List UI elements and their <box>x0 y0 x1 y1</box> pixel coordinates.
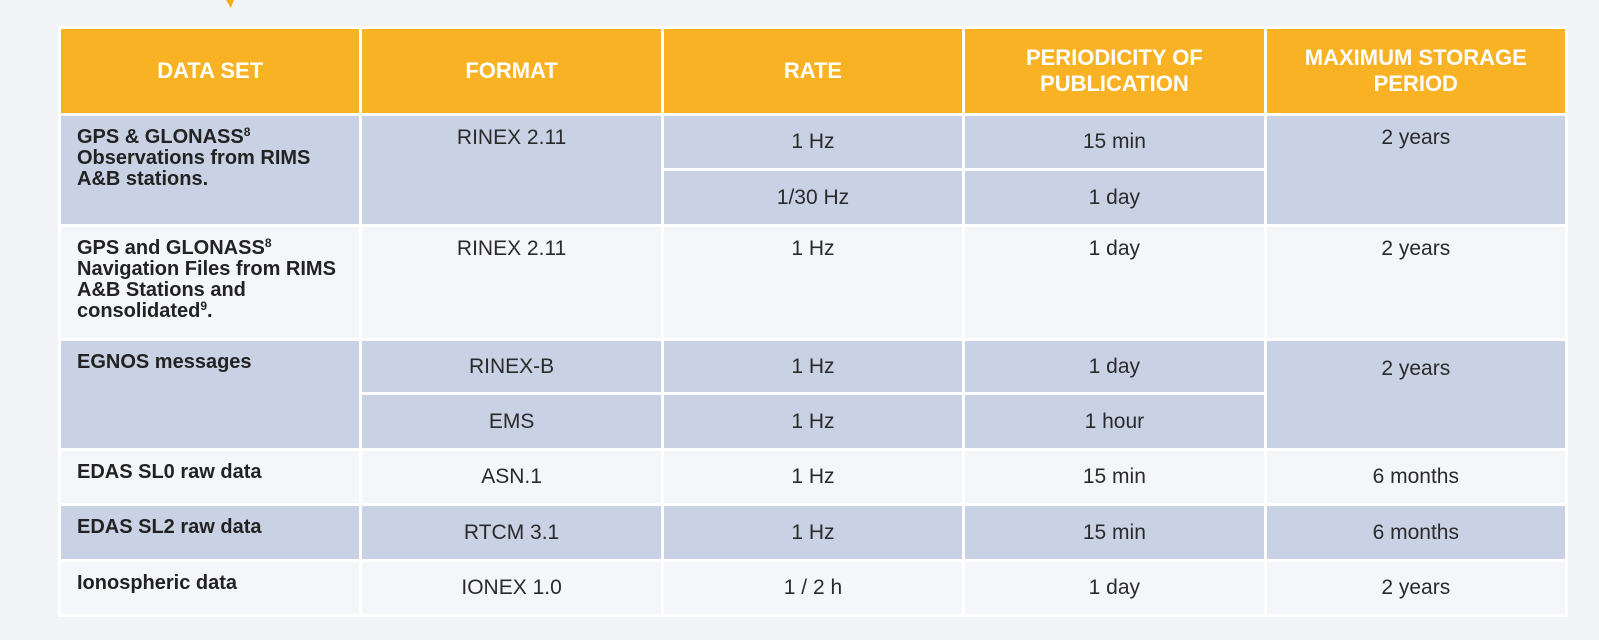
format-cell: EMS <box>359 392 664 451</box>
format-cell: RINEX-B <box>359 338 664 395</box>
footnote-ref: 8 <box>264 236 272 250</box>
header-rate: RATE <box>660 26 966 116</box>
format-cell: RINEX 2.11 <box>359 224 664 341</box>
header-data-set: DATA SET <box>57 26 363 116</box>
storage-cell: 2 years <box>1263 113 1569 227</box>
storage-cell: 6 months <box>1263 448 1569 506</box>
table-row: EDAS SL0 raw data ASN.1 1 Hz 15 min 6 mo… <box>57 448 1569 506</box>
rate-cell: 1 Hz <box>660 113 966 171</box>
dataset-text-rest: Navigation Files from RIMS A&B Stations … <box>77 258 336 322</box>
dataset-cell: GPS & GLONASS8 Observations from RIMS A&… <box>57 113 363 227</box>
storage-cell: 2 years <box>1263 224 1569 341</box>
rate-cell: 1/30 Hz <box>660 168 966 227</box>
header-storage: MAXIMUM STORAGE PERIOD <box>1263 26 1569 116</box>
decorative-corner-mark <box>226 0 234 8</box>
footnote-ref: 8 <box>243 125 251 139</box>
dataset-text-end: . <box>207 300 213 322</box>
periodicity-cell: 1 hour <box>962 392 1267 451</box>
rate-cell: 1 Hz <box>660 392 966 451</box>
dataset-cell: Ionospheric data <box>57 559 363 617</box>
periodicity-cell: 1 day <box>962 224 1267 341</box>
header-format: FORMAT <box>359 26 664 116</box>
dataset-cell: EDAS SL2 raw data <box>57 503 363 562</box>
footnote-ref: 9 <box>200 299 208 313</box>
storage-cell: 2 years <box>1263 338 1569 451</box>
format-cell: ASN.1 <box>359 448 664 506</box>
rate-cell: 1 Hz <box>660 338 966 395</box>
periodicity-cell: 1 day <box>962 338 1267 395</box>
table-row: Ionospheric data IONEX 1.0 1 / 2 h 1 day… <box>57 559 1569 617</box>
header-periodicity: PERIODICITY OF PUBLICATION <box>962 26 1267 116</box>
table-row: GPS and GLONASS8 Navigation Files from R… <box>57 224 1569 341</box>
format-cell: RINEX 2.11 <box>359 113 664 227</box>
rate-cell: 1 Hz <box>660 224 966 341</box>
data-sets-table: DATA SET FORMAT RATE PERIODICITY OF PUBL… <box>57 26 1569 617</box>
rate-cell: 1 / 2 h <box>660 559 966 617</box>
table-row: GPS & GLONASS8 Observations from RIMS A&… <box>57 113 1569 227</box>
table-row: EGNOS messages RINEX-B 1 Hz 1 day 2 year… <box>57 338 1569 451</box>
periodicity-cell: 1 day <box>962 559 1267 617</box>
dataset-cell: GPS and GLONASS8 Navigation Files from R… <box>57 224 363 341</box>
rate-cell: 1 Hz <box>660 448 966 506</box>
dataset-text-rest: Observations from RIMS A&B stations. <box>77 147 311 190</box>
periodicity-cell: 15 min <box>962 503 1267 562</box>
dataset-text: GPS & GLONASS <box>77 126 244 148</box>
periodicity-cell: 15 min <box>962 448 1267 506</box>
dataset-cell: EGNOS messages <box>57 338 363 451</box>
storage-cell: 6 months <box>1263 503 1569 562</box>
format-cell: RTCM 3.1 <box>359 503 664 562</box>
format-cell: IONEX 1.0 <box>359 559 664 617</box>
periodicity-cell: 15 min <box>962 113 1267 171</box>
dataset-text: GPS and GLONASS <box>77 237 265 259</box>
table-header-row: DATA SET FORMAT RATE PERIODICITY OF PUBL… <box>57 26 1569 116</box>
rate-cell: 1 Hz <box>660 503 966 562</box>
dataset-cell: EDAS SL0 raw data <box>57 448 363 506</box>
storage-cell: 2 years <box>1263 559 1569 617</box>
table-row: EDAS SL2 raw data RTCM 3.1 1 Hz 15 min 6… <box>57 503 1569 562</box>
periodicity-cell: 1 day <box>962 168 1267 227</box>
